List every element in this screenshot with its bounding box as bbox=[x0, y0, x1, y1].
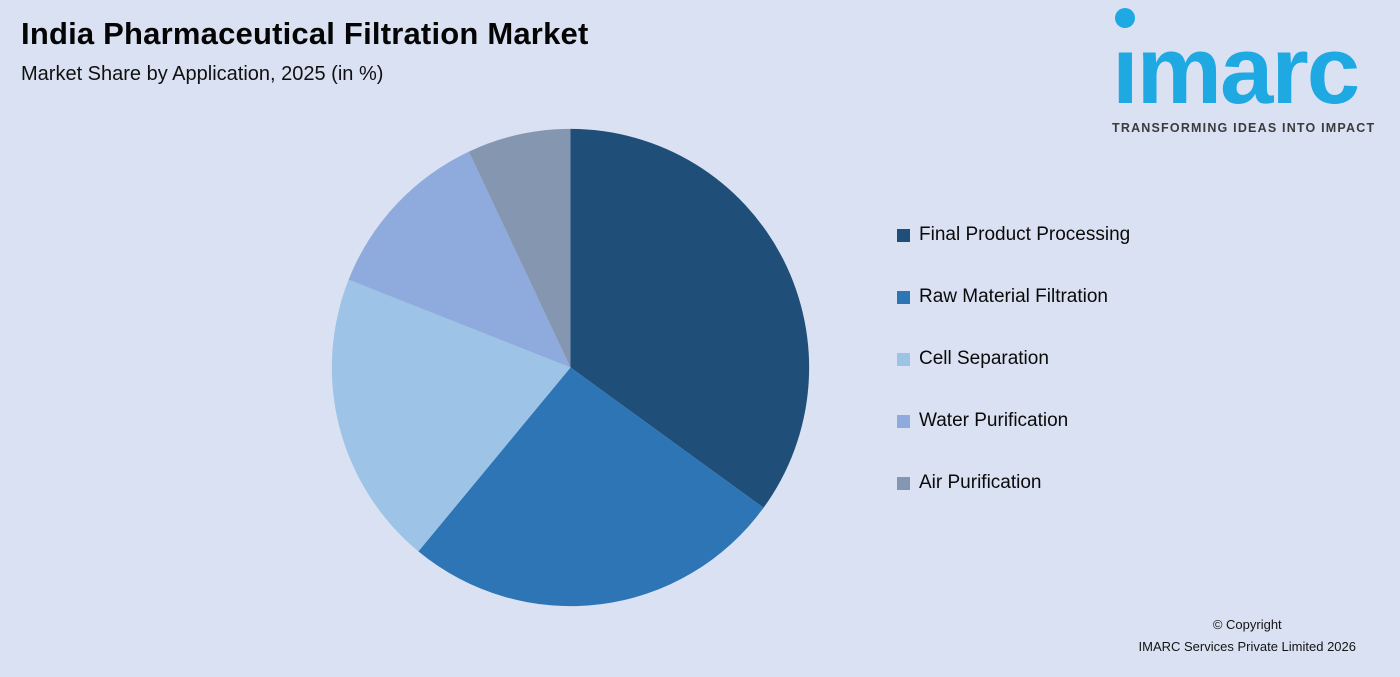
legend-item-2: Cell Separation bbox=[897, 347, 1130, 371]
legend-label: Raw Material Filtration bbox=[919, 286, 1108, 307]
legend-swatch-icon bbox=[897, 414, 910, 428]
pie-slice-1 bbox=[418, 367, 764, 607]
legend-item-3: Water Purification bbox=[897, 409, 1130, 433]
page-subtitle: Market Share by Application, 2025 (in %) bbox=[21, 63, 384, 85]
pie-chart bbox=[331, 128, 810, 607]
pie-slice-3 bbox=[348, 151, 571, 368]
copyright: © Copyright IMARC Services Private Limit… bbox=[1139, 614, 1356, 657]
pie-chart-container bbox=[327, 124, 814, 611]
chart-header: India Pharmaceutical Filtration Market M… bbox=[21, 16, 588, 86]
legend-swatch-icon bbox=[897, 228, 910, 242]
copyright-line2: IMARC Services Private Limited 2026 bbox=[1138, 638, 1356, 654]
legend-swatch-icon bbox=[897, 290, 910, 304]
imarc-logo: ımarc TRANSFORMING IDEAS INTO IMPACT bbox=[1112, 8, 1394, 135]
legend-label: Water Purification bbox=[919, 410, 1069, 431]
pie-slice-2 bbox=[331, 279, 571, 552]
imarc-tagline: TRANSFORMING IDEAS INTO IMPACT bbox=[1112, 121, 1376, 135]
legend-label: Final Product Processing bbox=[919, 224, 1131, 245]
page-title: India Pharmaceutical Filtration Market bbox=[21, 16, 589, 51]
imarc-brand: ımarc bbox=[1112, 17, 1360, 124]
pie-slice-0 bbox=[570, 128, 810, 508]
legend-swatch-icon bbox=[897, 476, 910, 490]
legend-label: Air Purification bbox=[919, 472, 1042, 493]
copyright-line1: © Copyright bbox=[1212, 617, 1282, 633]
pie-slice-4 bbox=[468, 128, 571, 368]
imarc-logo-dot-icon bbox=[1115, 8, 1135, 28]
legend-swatch-icon bbox=[897, 352, 910, 366]
legend-item-1: Raw Material Filtration bbox=[897, 285, 1130, 309]
legend-item-4: Air Purification bbox=[897, 471, 1130, 495]
legend-item-0: Final Product Processing bbox=[897, 223, 1130, 247]
legend-label: Cell Separation bbox=[919, 348, 1049, 369]
legend: Final Product Processing Raw Material Fil… bbox=[897, 223, 1130, 533]
